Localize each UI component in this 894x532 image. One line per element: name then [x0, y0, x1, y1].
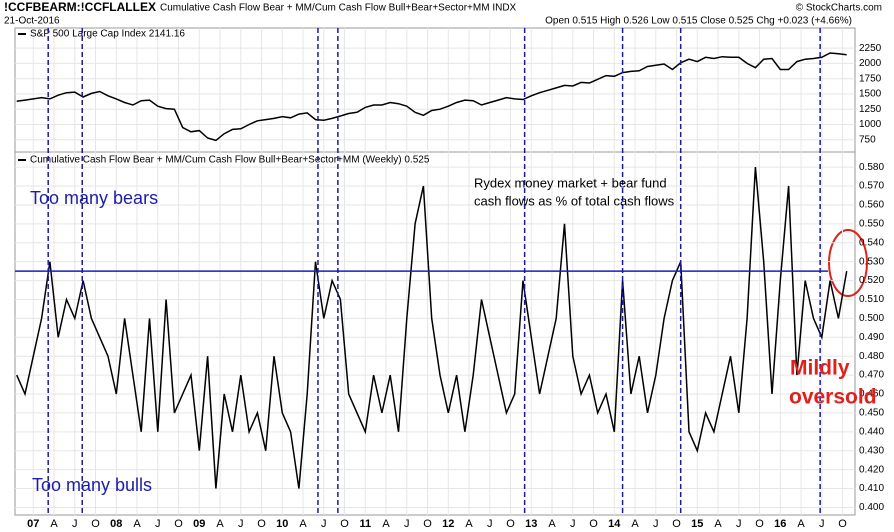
y-tick-label: 1250 — [859, 104, 882, 115]
x-tick-label: O — [257, 518, 266, 530]
y-tick-label: 1500 — [859, 89, 882, 100]
x-tick-label: A — [216, 518, 224, 530]
x-tick-label: 15 — [691, 518, 703, 530]
y-tick-label: 0.550 — [859, 218, 884, 229]
y-tick-label: 0.420 — [859, 464, 884, 475]
x-tick-label: A — [382, 518, 390, 530]
x-tick-label: O — [174, 518, 183, 530]
annotation: oversold — [789, 386, 877, 409]
x-tick-label: O — [755, 518, 764, 530]
y-tick-label: 0.520 — [859, 275, 884, 286]
legend-label: S&P 500 Large Cap Index 2141.16 — [30, 29, 185, 40]
x-tick-label: O — [672, 518, 681, 530]
description: Cumulative Cash Flow Bear + MM/Cum Cash … — [160, 3, 517, 14]
x-tick-label: A — [714, 518, 722, 530]
symbol: !CCFBEARM:!CCFLALLEX — [4, 0, 156, 14]
y-tick-label: 0.540 — [859, 237, 884, 248]
y-tick-label: 0.480 — [859, 351, 884, 362]
y-tick-label: 0.570 — [859, 181, 884, 192]
x-tick-label: O — [91, 518, 100, 530]
panel-frame — [14, 27, 856, 153]
x-tick-label: A — [631, 518, 639, 530]
series-line — [16, 167, 848, 489]
y-tick-label: 0.560 — [859, 200, 884, 211]
stats: Open 0.515 High 0.526 Low 0.515 Close 0.… — [545, 16, 852, 27]
x-tick-label: O — [838, 518, 847, 530]
y-tick-label: 2000 — [859, 58, 882, 69]
copyright: © StockCharts.com — [796, 3, 882, 14]
y-tick-label: 750 — [859, 134, 876, 145]
x-tick-label: A — [299, 518, 307, 530]
x-tick-label: A — [548, 518, 556, 530]
x-tick-label: 11 — [359, 518, 371, 530]
x-tick-label: O — [340, 518, 349, 530]
y-tick-label: 0.410 — [859, 483, 884, 494]
x-tick-label: A — [797, 518, 805, 530]
x-tick-label: A — [133, 518, 141, 530]
x-tick-label: J — [404, 518, 410, 530]
y-tick-label: 0.500 — [859, 313, 884, 324]
x-tick-label: 12 — [442, 518, 454, 530]
panel-frame — [14, 151, 856, 516]
x-tick-label: J — [819, 518, 825, 530]
x-tick-label: J — [155, 518, 161, 530]
highlight-ellipse — [828, 229, 868, 297]
annotation: Rydex money market + bear fund — [474, 175, 667, 190]
x-tick-label: J — [653, 518, 659, 530]
x-tick-label: O — [423, 518, 432, 530]
x-tick-label: A — [50, 518, 58, 530]
x-tick-label: J — [736, 518, 742, 530]
y-tick-label: 0.530 — [859, 256, 884, 267]
series-line — [16, 52, 847, 142]
annotation: Mildly — [790, 357, 850, 380]
x-tick-label: 08 — [110, 518, 122, 530]
x-tick-label: O — [506, 518, 515, 530]
y-tick-label: 0.510 — [859, 294, 884, 305]
x-tick-label: 10 — [276, 518, 288, 530]
x-tick-label: J — [238, 518, 244, 530]
y-tick-label: 1000 — [859, 119, 882, 130]
x-tick-label: J — [72, 518, 78, 530]
x-tick-label: 09 — [193, 518, 205, 530]
x-tick-label: 14 — [608, 518, 621, 530]
x-tick-label: A — [465, 518, 473, 530]
y-tick-label: 0.450 — [859, 408, 884, 419]
x-tick-label: 13 — [525, 518, 537, 530]
annotation: Too many bulls — [32, 475, 152, 495]
y-tick-label: 0.470 — [859, 370, 884, 381]
y-tick-label: 0.440 — [859, 426, 884, 437]
x-tick-label: J — [487, 518, 493, 530]
annotation: cash flows as % of total cash flows — [474, 193, 675, 208]
y-tick-label: 2250 — [859, 43, 882, 54]
y-tick-label: 0.460 — [859, 389, 884, 400]
x-tick-label: J — [321, 518, 327, 530]
y-tick-label: 0.490 — [859, 332, 884, 343]
x-tick-label: 07 — [27, 518, 39, 530]
x-tick-label: J — [570, 518, 576, 530]
x-tick-label: 16 — [774, 518, 786, 530]
y-tick-label: 1750 — [859, 73, 882, 84]
y-tick-label: 0.430 — [859, 445, 884, 456]
annotation: Too many bears — [30, 188, 158, 208]
y-tick-label: 0.580 — [859, 162, 884, 173]
legend-label: Cumulative Cash Flow Bear + MM/Cum Cash … — [30, 155, 430, 166]
date: 21-Oct-2016 — [4, 16, 60, 27]
y-tick-label: 0.400 — [859, 502, 884, 513]
x-tick-label: O — [589, 518, 598, 530]
